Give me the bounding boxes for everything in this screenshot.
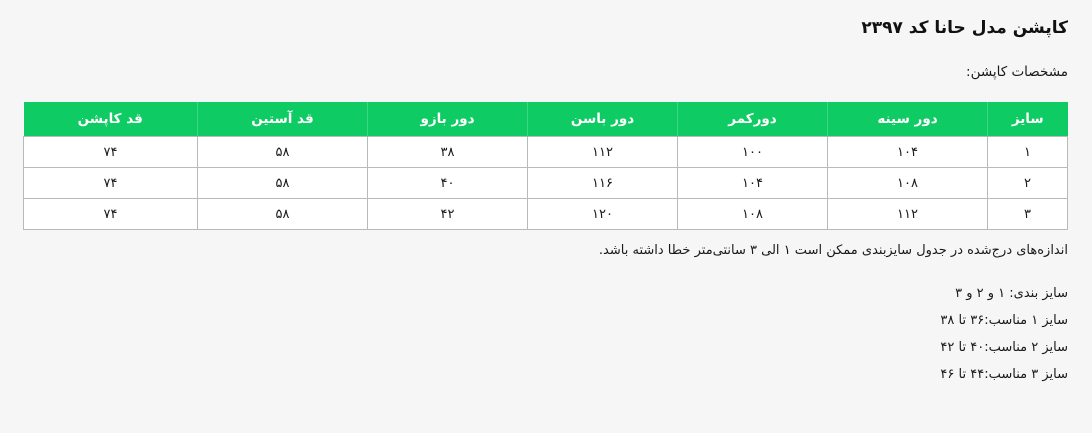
cell-size: ۱ <box>987 136 1068 168</box>
column-header-arm: دور بازو <box>367 102 528 137</box>
sizing-guide: سایز بندی: ۱ و ۲ و ۳ سایز ۱ مناسب:۳۶ تا … <box>24 258 1068 388</box>
column-header-hip: دور باسن <box>527 102 678 137</box>
cell-size: ۲ <box>987 167 1068 199</box>
table-row: ۳ ۱۱۲ ۱۰۸ ۱۲۰ ۴۲ ۵۸ ۷۴ <box>23 198 1068 230</box>
table-header: سایز دور سینه دورکمر دور باسن دور بازو ق… <box>23 102 1068 137</box>
cell-hip: ۱۱۶ <box>527 167 678 199</box>
cell-hip: ۱۲۰ <box>527 198 678 230</box>
table-body: ۱ ۱۰۴ ۱۰۰ ۱۱۲ ۳۸ ۵۸ ۷۴ ۲ ۱۰۸ ۱۰۴ ۱۱۶ ۴۰ … <box>23 136 1068 230</box>
table-row: ۱ ۱۰۴ ۱۰۰ ۱۱۲ ۳۸ ۵۸ ۷۴ <box>23 136 1068 168</box>
column-header-waist: دورکمر <box>677 102 828 137</box>
cell-jacket-length: ۷۴ <box>23 136 198 168</box>
table-row: ۲ ۱۰۸ ۱۰۴ ۱۱۶ ۴۰ ۵۸ ۷۴ <box>23 167 1068 199</box>
specifications-label: مشخصات کاپشن: <box>966 64 1068 80</box>
column-header-sleeve-length: قد آستین <box>197 102 368 137</box>
cell-size: ۳ <box>987 198 1068 230</box>
column-header-chest: دور سینه <box>827 102 988 137</box>
sizing-line-size-3: سایز ۳ مناسب:۴۴ تا ۴۶ <box>940 367 1068 382</box>
cell-waist: ۱۰۴ <box>677 167 828 199</box>
size-table-container: سایز دور سینه دورکمر دور باسن دور بازو ق… <box>23 102 1068 230</box>
table-header-row: سایز دور سینه دورکمر دور باسن دور بازو ق… <box>23 102 1068 137</box>
cell-jacket-length: ۷۴ <box>23 167 198 199</box>
cell-sleeve-length: ۵۸ <box>197 167 368 199</box>
sizing-line-overview: سایز بندی: ۱ و ۲ و ۳ <box>955 286 1068 301</box>
size-table: سایز دور سینه دورکمر دور باسن دور بازو ق… <box>23 102 1068 230</box>
cell-hip: ۱۱۲ <box>527 136 678 168</box>
cell-arm: ۴۲ <box>367 198 528 230</box>
page-title: کاپشن مدل حانا کد ۲۳۹۷ <box>861 18 1068 38</box>
column-header-size: سایز <box>987 102 1068 137</box>
cell-arm: ۴۰ <box>367 167 528 199</box>
column-header-jacket-length: قد کاپشن <box>23 102 198 137</box>
cell-jacket-length: ۷۴ <box>23 198 198 230</box>
sizing-line-size-1: سایز ۱ مناسب:۳۶ تا ۳۸ <box>940 313 1068 328</box>
cell-chest: ۱۰۸ <box>827 167 988 199</box>
sizing-line-size-2: سایز ۲ مناسب:۴۰ تا ۴۲ <box>940 340 1068 355</box>
cell-chest: ۱۰۴ <box>827 136 988 168</box>
cell-waist: ۱۰۰ <box>677 136 828 168</box>
cell-sleeve-length: ۵۸ <box>197 198 368 230</box>
cell-waist: ۱۰۸ <box>677 198 828 230</box>
measurement-tolerance-note: اندازه‌های درج‌شده در جدول سایزبندی ممکن… <box>598 243 1068 258</box>
cell-chest: ۱۱۲ <box>827 198 988 230</box>
cell-arm: ۳۸ <box>367 136 528 168</box>
cell-sleeve-length: ۵۸ <box>197 136 368 168</box>
